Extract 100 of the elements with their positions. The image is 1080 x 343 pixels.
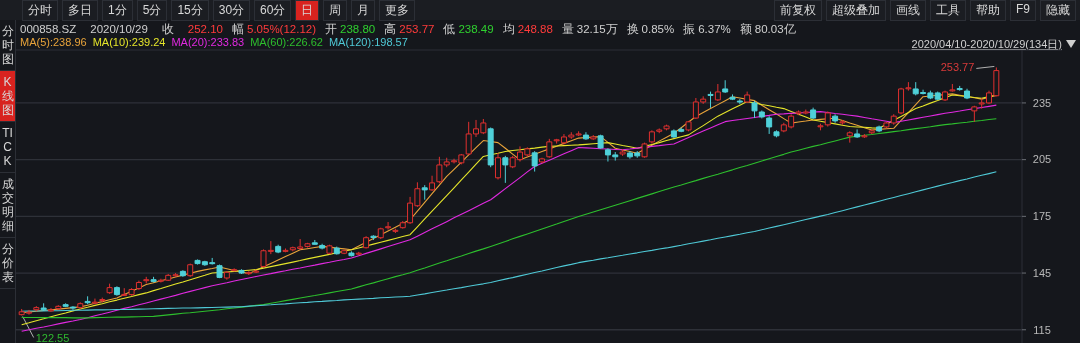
candlestick: [421, 184, 428, 201]
candlestick: [868, 128, 875, 135]
text: 前复权: [773, 0, 822, 21]
candlestick: [319, 243, 326, 250]
candlestick: [707, 91, 714, 109]
text: 80.03亿: [754, 21, 796, 37]
text: 5分: [136, 0, 168, 21]
text: 238.80: [340, 23, 376, 35]
text: 收: [161, 21, 174, 37]
text: 低: [443, 21, 456, 37]
text: 252.10: [187, 23, 224, 35]
candlestick: [275, 244, 282, 254]
y-tick-label: 115: [1033, 323, 1051, 336]
candlestick: [531, 150, 538, 173]
candlestick: [311, 239, 318, 246]
y-tick-label: 205: [1032, 153, 1052, 166]
text: MA(5):238.96: [20, 36, 87, 50]
text: 月: [351, 0, 376, 21]
text: F9: [1009, 0, 1036, 21]
candlestick: [99, 297, 106, 303]
text: 0.85%: [641, 23, 675, 35]
candlestick: [846, 130, 853, 144]
text: 32.15万: [576, 21, 618, 37]
text: 15分: [171, 0, 209, 21]
candlestick: [385, 221, 392, 231]
text: 幅: [232, 21, 245, 37]
text: 开: [325, 21, 338, 37]
text: 分价表: [1, 242, 14, 284]
candlestick: [729, 93, 736, 101]
text: 均: [502, 21, 515, 37]
candlestick: [861, 133, 868, 139]
text: 60分: [254, 0, 292, 21]
y-tick-label: 235: [1032, 96, 1052, 109]
candlestick: [231, 267, 238, 273]
text: 帮助: [969, 0, 1006, 21]
candlestick: [333, 246, 340, 256]
candlestick: [223, 270, 230, 281]
text: 成交明细: [1, 177, 14, 233]
text: 253.77: [399, 23, 435, 35]
candlestick: [106, 283, 113, 295]
text: 画线: [889, 0, 926, 21]
text: MA(20):233.83: [171, 36, 245, 50]
candlestick: [47, 307, 54, 313]
candlestick: [143, 276, 150, 284]
candlestick: [619, 148, 626, 157]
candlestick: [238, 268, 245, 275]
candlestick: [392, 228, 399, 234]
candlestick: [810, 107, 817, 120]
text: MA(120):198.57: [328, 36, 408, 50]
text: 高: [384, 21, 397, 37]
candlestick: [370, 234, 377, 241]
candlestick: [546, 138, 553, 159]
text: 多日: [62, 0, 98, 21]
candlestick: [495, 152, 501, 180]
candlestick: [641, 142, 648, 159]
candlestick: [135, 280, 142, 291]
candlestick: [326, 244, 333, 255]
candlestick: [377, 227, 384, 240]
candlestick: [113, 285, 120, 297]
text: 超级叠加: [825, 0, 886, 21]
text: 隐藏: [1040, 0, 1076, 21]
candlestick: [502, 155, 509, 184]
candlestick: [736, 98, 743, 105]
text: 日: [295, 0, 320, 21]
candlestick: [773, 129, 780, 138]
text: 5.05%(12.12): [247, 23, 317, 35]
candlestick: [597, 134, 604, 150]
candlestick: [187, 263, 194, 278]
annotation: 253.77: [940, 61, 975, 74]
y-tick-label: 145: [1032, 266, 1052, 279]
candlestick: [355, 251, 362, 256]
candlestick: [685, 120, 692, 132]
text: MA(10):239.24: [92, 36, 166, 50]
text: 238.49: [458, 23, 494, 35]
text: 振: [683, 21, 696, 37]
text: 更多: [379, 0, 416, 21]
text: 量: [561, 21, 574, 37]
candlestick: [832, 113, 839, 124]
candlestick: [744, 91, 751, 104]
text: 248.88: [517, 23, 553, 35]
candlestick: [55, 304, 62, 311]
candlestick: [77, 301, 84, 310]
candlestick: [582, 131, 589, 141]
text: 周: [323, 0, 348, 21]
annotation: 122.55: [35, 332, 70, 343]
candlestick: [854, 128, 861, 139]
candlestick: [179, 269, 186, 278]
text: MA(60):226.62: [250, 36, 323, 50]
candlestick: [590, 134, 597, 141]
candlestick: [150, 276, 157, 284]
text: 分时: [22, 0, 58, 21]
candlestick: [971, 105, 978, 123]
candlestick: [538, 157, 545, 164]
text: 额: [739, 21, 752, 37]
candlestick: [348, 250, 355, 257]
candlestick: [839, 119, 846, 126]
text: 000858.SZ: [20, 23, 77, 35]
candlestick: [956, 85, 963, 92]
candlestick: [84, 295, 91, 305]
y-tick-label: 175: [1032, 210, 1052, 223]
